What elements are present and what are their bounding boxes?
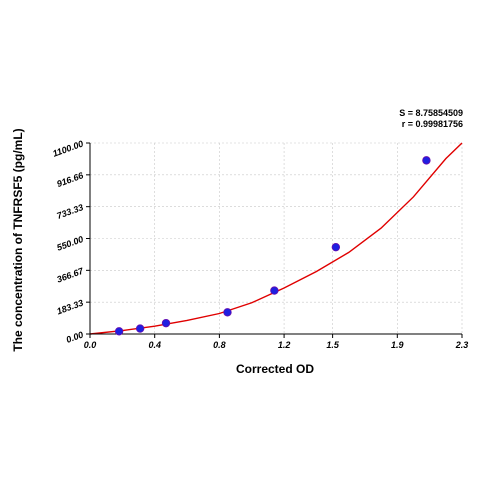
tick-layer: 0.0 0.4 0.8 1.2 1.5 1.9 2.3 0.00 183.33 366.67 550…	[51, 138, 468, 350]
fit-curve	[89, 142, 463, 335]
points-layer	[114, 156, 431, 336]
data-point	[331, 242, 341, 252]
annotation-r: r = 0.99981756	[402, 119, 463, 129]
data-point	[161, 318, 171, 328]
y-tick-label: 1100.00	[51, 138, 84, 158]
x-tick-label: 2.3	[455, 340, 469, 350]
y-tick-label: 366.67	[55, 265, 85, 284]
curve-layer	[89, 142, 463, 335]
y-tick-label: 183.33	[55, 298, 84, 317]
data-point	[223, 308, 232, 317]
y-tick-label: 550.00	[55, 234, 84, 253]
x-tick-label: 1.5	[326, 340, 340, 350]
y-tick-label: 733.33	[55, 202, 84, 221]
data-point	[135, 324, 145, 333]
x-tick-label: 0.4	[148, 340, 161, 350]
y-tick-label: 916.66	[55, 170, 85, 189]
annotation-s: S = 8.75854509	[399, 108, 463, 118]
grid-layer	[90, 142, 463, 334]
x-axis-title: Corrected OD	[236, 362, 314, 376]
x-tick-label: 0.8	[213, 340, 226, 350]
x-tick-label: 1.2	[278, 340, 291, 350]
y-axis-title: The concentration of TNFRSF5 (pg/mL)	[11, 128, 25, 351]
x-tick-label: 1.9	[391, 340, 404, 350]
x-tick-label: 0.0	[84, 340, 97, 350]
data-point	[114, 327, 124, 336]
data-point	[422, 156, 431, 165]
data-point	[270, 286, 279, 295]
y-tick-label: 0.00	[65, 329, 85, 344]
